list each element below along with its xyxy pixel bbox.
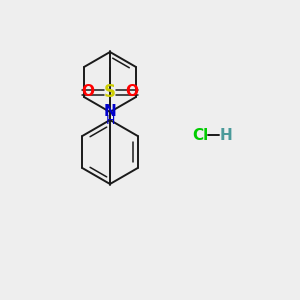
Text: H: H bbox=[105, 113, 115, 127]
Text: S: S bbox=[104, 83, 116, 101]
Text: H: H bbox=[220, 128, 232, 142]
Text: O: O bbox=[125, 85, 139, 100]
Text: O: O bbox=[82, 85, 94, 100]
Text: N: N bbox=[103, 103, 116, 118]
Text: Cl: Cl bbox=[192, 128, 208, 142]
